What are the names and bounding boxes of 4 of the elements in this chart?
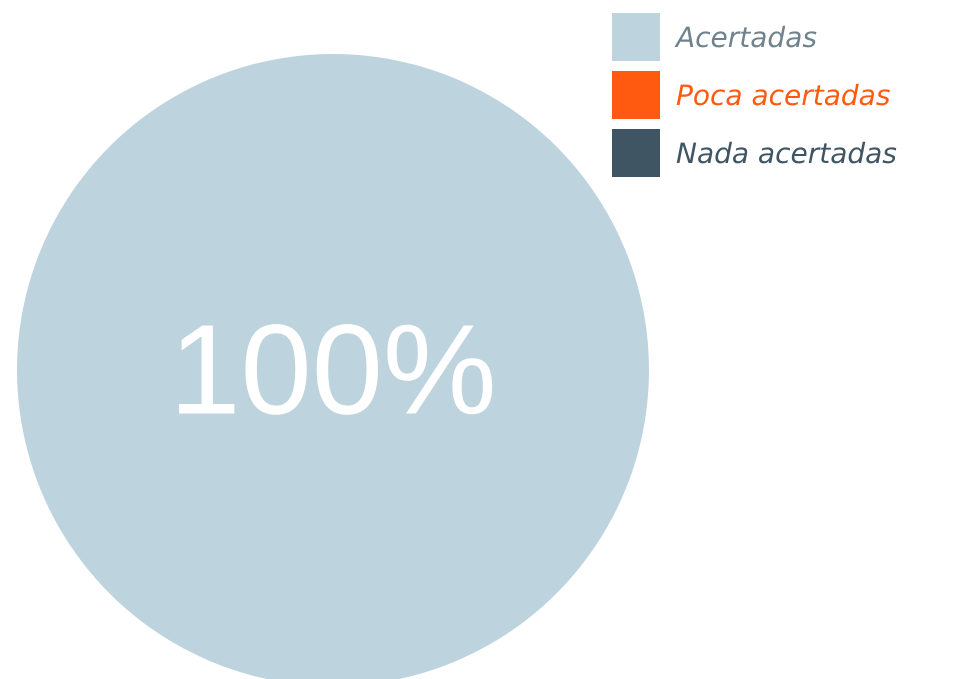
legend-label: Nada acertadas — [676, 136, 897, 170]
legend-label: Acertadas — [676, 20, 817, 54]
legend-label: Poca acertadas — [676, 78, 890, 112]
data-label: 100% — [169, 298, 497, 442]
